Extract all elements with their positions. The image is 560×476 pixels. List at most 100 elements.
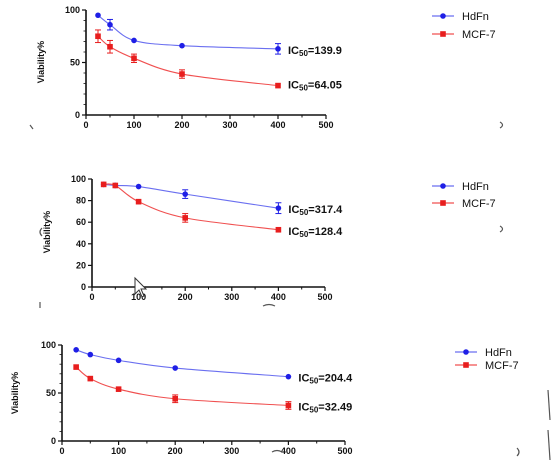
data-point-circle: [182, 191, 188, 197]
y-axis-label: Viability%: [36, 41, 46, 83]
scan-artifact-mark: [499, 225, 504, 233]
data-point-square: [182, 215, 188, 221]
legend-marker-square: [440, 31, 446, 37]
x-tick-label: 400: [270, 120, 285, 130]
data-point-square: [285, 402, 292, 409]
x-tick-label: 0: [89, 292, 94, 302]
scan-artifact-mark: [39, 227, 43, 237]
y-tick-label: 0: [75, 110, 80, 120]
scan-artifact-mark: [516, 447, 520, 457]
legend-marker-square: [440, 200, 446, 206]
data-point-square: [135, 198, 142, 205]
legend-entry: HdFn: [432, 181, 489, 193]
data-point-circle: [115, 357, 122, 364]
series-mcf-7: IC50=64.05: [95, 29, 342, 93]
panel-1: 0 100 200 300 400 500 0 50 100 Viability% IC50=139…: [36, 5, 496, 130]
x-tick-label: 300: [222, 120, 237, 130]
x-tick-label: 400: [271, 292, 286, 302]
y-tick-label: 20: [76, 260, 86, 270]
data-point-circle: [107, 21, 113, 28]
legend-marker-circle: [440, 13, 446, 19]
y-tick-label: 100: [65, 5, 80, 15]
data-point-square: [73, 364, 79, 370]
x-tick-label: 300: [224, 446, 239, 456]
data-point-square: [179, 71, 185, 77]
data-point-square: [115, 386, 122, 392]
data-point-square: [87, 375, 94, 382]
x-tick-label: 200: [174, 120, 189, 130]
ic50-label: IC50=139.9: [288, 45, 342, 58]
scan-artifact-mark: [262, 303, 276, 307]
legend-marker-circle: [440, 183, 446, 189]
data-point-square: [172, 395, 178, 402]
data-point-square: [100, 181, 107, 188]
data-point-circle: [95, 12, 101, 19]
y-tick-label: 60: [76, 217, 86, 227]
legend-entry: MCF-7: [432, 29, 496, 41]
legend-marker-circle: [463, 349, 469, 355]
y-tick-label: 100: [71, 174, 86, 184]
series-line: [97, 35, 279, 87]
y-axis-label: Viability%: [10, 372, 20, 414]
x-tick-label: 500: [318, 120, 333, 130]
series-line: [97, 14, 279, 50]
ic50-label: IC50=128.4: [288, 226, 343, 239]
legend-label: MCF-7: [485, 360, 519, 372]
data-point-circle: [131, 37, 137, 44]
x-tick-label: 500: [337, 446, 352, 456]
scan-artifact-mark: [499, 121, 504, 129]
data-point-circle: [285, 373, 292, 380]
series-line: [75, 349, 289, 378]
legend-label: HdFn: [485, 347, 512, 359]
legend-label: MCF-7: [462, 29, 496, 41]
series-mcf-7: IC50=128.4: [100, 181, 343, 239]
data-point-square: [107, 43, 113, 50]
legend-label: MCF-7: [462, 198, 496, 210]
panel-2: 0 100 200 300 400 500 0 20 40 60 80 100 Viability% IC…: [42, 174, 496, 302]
x-tick-label: 100: [126, 120, 141, 130]
y-axis-label: Viability%: [42, 211, 52, 253]
y-tick-label: 50: [70, 58, 80, 68]
ic50-label: IC50=204.4: [298, 373, 353, 386]
data-point-square: [112, 182, 119, 189]
data-point-circle: [73, 347, 79, 353]
y-tick-label: 100: [41, 340, 56, 350]
x-tick-label: 100: [111, 446, 126, 456]
y-tick-label: 40: [76, 239, 86, 249]
data-point-square: [131, 55, 137, 62]
x-tick-label: 100: [131, 292, 146, 302]
series-mcf-7: IC50=32.49: [73, 364, 352, 414]
y-tick-label: 50: [46, 388, 56, 398]
scan-artifact-mark: [271, 449, 283, 453]
scan-artifact-mark: [547, 429, 551, 461]
series-line: [103, 183, 279, 231]
x-tick-label: 0: [59, 446, 64, 456]
scan-artifact-mark: [547, 389, 551, 421]
series-line: [75, 366, 289, 407]
data-point-circle: [135, 183, 142, 190]
x-tick-label: 300: [224, 292, 239, 302]
legend-entry: MCF-7: [432, 198, 496, 210]
ic50-label: IC50=317.4: [288, 204, 343, 217]
data-point-circle: [275, 205, 282, 211]
x-tick-label: 200: [168, 446, 183, 456]
x-tick-label: 500: [317, 292, 332, 302]
data-point-circle: [275, 46, 281, 52]
x-tick-label: 400: [281, 446, 296, 456]
legend-label: HdFn: [462, 181, 489, 193]
data-point-square: [275, 82, 281, 89]
y-tick-label: 80: [76, 196, 86, 206]
series-hdfn: IC50=204.4: [73, 347, 353, 386]
series-hdfn: IC50=139.9: [95, 12, 342, 58]
data-point-circle: [172, 365, 178, 371]
data-point-square: [95, 33, 101, 40]
legend-marker-square: [463, 362, 469, 368]
legend-entry: MCF-7: [455, 360, 519, 372]
y-tick-label: 0: [51, 436, 56, 446]
x-tick-label: 200: [178, 292, 193, 302]
data-point-circle: [87, 351, 94, 358]
y-tick-label: 0: [81, 282, 86, 292]
legend-entry: HdFn: [432, 11, 489, 23]
ic50-label: IC50=32.49: [298, 401, 352, 414]
